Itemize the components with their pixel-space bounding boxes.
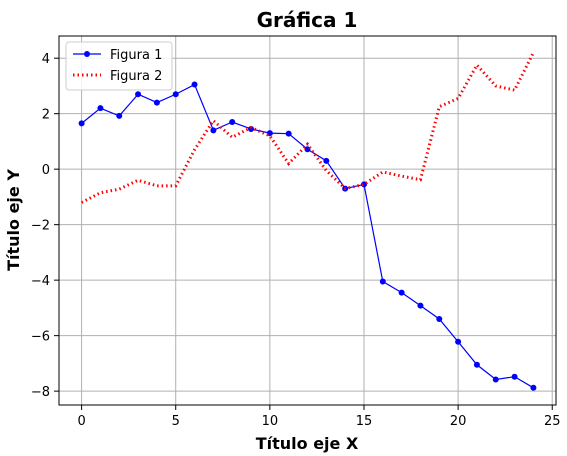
y-tick-label: −6 <box>31 330 50 345</box>
y-tick-label: 0 <box>42 163 50 178</box>
data-point-figura-1 <box>191 81 198 88</box>
y-tick-label: 2 <box>42 108 50 123</box>
data-point-figura-1 <box>455 338 462 345</box>
data-point-figura-1 <box>229 119 236 126</box>
data-point-figura-1 <box>511 373 518 380</box>
legend-label-figura-1: Figura 1 <box>110 48 162 63</box>
data-point-figura-1 <box>323 157 330 164</box>
data-point-figura-1 <box>530 384 537 391</box>
data-point-figura-1 <box>153 99 160 106</box>
data-point-figura-1 <box>436 315 443 322</box>
data-point-figura-1 <box>398 289 405 296</box>
y-tick-label: −2 <box>31 219 50 234</box>
data-point-figura-1 <box>379 278 386 285</box>
chart-title: Gráfica 1 <box>257 8 358 32</box>
x-tick-label: 10 <box>262 414 279 429</box>
y-tick-label: −4 <box>31 274 50 289</box>
series-line-figura-1 <box>81 83 534 389</box>
grid-lines <box>59 36 556 405</box>
data-point-figura-1 <box>473 361 480 368</box>
x-tick-label: 20 <box>450 414 467 429</box>
x-tick-label: 25 <box>544 414 561 429</box>
data-point-figura-1 <box>492 376 499 383</box>
plot-area-frame <box>58 35 557 406</box>
x-tick-label: 5 <box>172 414 180 429</box>
data-point-figura-1 <box>78 120 85 127</box>
series-line-figura-2 <box>80 51 535 204</box>
legend-marker-figura-1 <box>84 51 90 57</box>
data-point-figura-1 <box>417 302 424 309</box>
y-axis-title: Título eje Y <box>4 169 23 271</box>
data-point-figura-1 <box>285 130 292 137</box>
legend-label-figura-2: Figura 2 <box>110 69 162 84</box>
x-axis-title: Título eje X <box>256 434 359 453</box>
data-point-figura-1 <box>172 91 179 98</box>
x-tick-label: 0 <box>77 414 85 429</box>
data-point-figura-1 <box>210 127 217 134</box>
y-tick-label: −8 <box>31 385 50 400</box>
y-tick-label: 4 <box>42 52 50 67</box>
data-point-figura-1 <box>135 91 142 98</box>
data-point-figura-1 <box>97 105 104 112</box>
series-layer <box>78 51 537 391</box>
legend: Figura 1 Figura 2 <box>65 41 173 91</box>
x-tick-label: 15 <box>356 414 373 429</box>
data-point-figura-1 <box>116 112 123 119</box>
